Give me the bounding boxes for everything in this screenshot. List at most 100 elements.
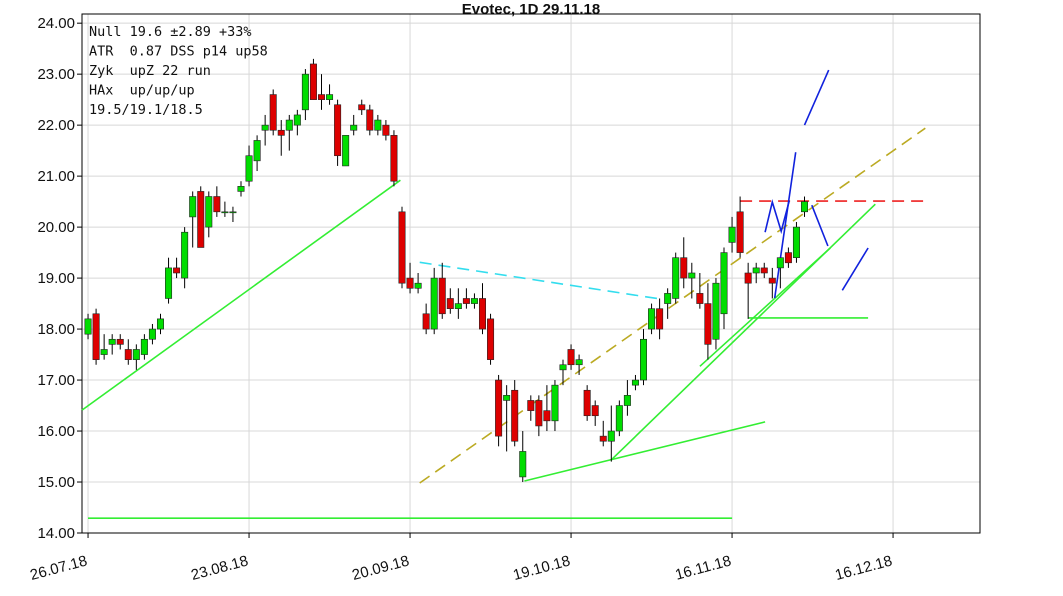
x-tick-label: 19.10.18 [511, 552, 572, 584]
candle-body [527, 400, 535, 411]
candle-body [792, 226, 800, 258]
y-tick-label: 24.00 [37, 15, 75, 32]
candle-body [285, 119, 293, 131]
y-tick-label: 22.00 [37, 117, 75, 134]
candle-body [535, 400, 543, 427]
y-tick-label: 14.00 [37, 525, 75, 542]
y-tick-label: 21.00 [37, 168, 75, 185]
candle-body [116, 338, 124, 345]
candle-body [599, 435, 607, 442]
candle-body [696, 293, 704, 304]
info-line: 19.5/19.1/18.5 [89, 102, 203, 118]
trend-line [699, 247, 831, 367]
candle-body [261, 124, 269, 131]
trend-line [764, 199, 790, 235]
candle-body [519, 451, 527, 478]
candle-body [301, 73, 309, 111]
candle-body [470, 298, 478, 304]
candle-body [688, 272, 696, 279]
candle-body [704, 303, 712, 345]
trend-line [803, 69, 830, 126]
candle-body [446, 298, 454, 309]
candle-body [430, 277, 438, 330]
candle-body [511, 389, 519, 442]
candle-body [181, 231, 189, 279]
candle-body [253, 140, 261, 162]
candle-body [495, 379, 503, 437]
candle-body [551, 384, 559, 422]
candle-body [350, 124, 358, 131]
candle-body [414, 282, 422, 289]
x-tick-label: 16.12.18 [833, 552, 894, 584]
trend-line [419, 261, 661, 300]
candle-body [269, 94, 277, 131]
candle-body [277, 129, 285, 136]
candle-body [366, 109, 374, 131]
info-line: Zyk upZ 22 run [89, 63, 211, 79]
candle-body [165, 267, 173, 299]
x-tick-label: 23.08.18 [189, 552, 250, 584]
x-tick-label: 20.09.18 [350, 552, 411, 584]
candle-body [213, 196, 221, 213]
candle-body [567, 349, 575, 366]
candle-body [148, 328, 156, 340]
trend-line [611, 203, 876, 460]
y-tick-label: 16.00 [37, 423, 75, 440]
candle-body [487, 318, 495, 360]
candle-body [760, 267, 768, 274]
x-tick-label: 26.07.18 [28, 552, 89, 584]
candle-body [334, 104, 342, 157]
trend-line [81, 179, 401, 411]
candle-body [768, 277, 776, 284]
info-line: Null 19.6 ±2.89 +33% [89, 24, 252, 40]
candle-body [173, 267, 181, 274]
candle-body [664, 293, 672, 304]
candle-body [503, 395, 511, 401]
candle-body [720, 252, 728, 315]
candle-body [575, 359, 583, 366]
candle-body [801, 201, 809, 213]
y-tick-label: 18.00 [37, 321, 75, 338]
candle-body [672, 257, 680, 299]
candle-body [398, 211, 406, 284]
candle-body [752, 267, 760, 274]
candle-body [132, 349, 140, 360]
candle-body [221, 211, 229, 214]
candle-body [422, 313, 430, 330]
y-tick-label: 23.00 [37, 66, 75, 83]
candle-body [623, 395, 631, 406]
y-tick-label: 20.00 [37, 219, 75, 236]
candle-body [648, 308, 656, 330]
candle-body [583, 389, 591, 417]
candle-body [744, 272, 752, 284]
candle-body [189, 196, 197, 218]
candle-body [680, 257, 688, 279]
candle-body [358, 104, 366, 111]
trend-line [841, 247, 869, 291]
candle-body [640, 338, 648, 381]
candle-body [326, 94, 334, 100]
trend-line [811, 204, 829, 247]
plot-frame [81, 13, 981, 534]
candle-body [229, 211, 237, 214]
candle-body [462, 298, 470, 304]
candle-body [454, 303, 462, 309]
candle-body [317, 94, 325, 100]
candle-body [478, 298, 486, 330]
candle-body [245, 155, 253, 182]
candle-body [728, 226, 736, 243]
candle-body [92, 313, 100, 360]
candle-body [124, 349, 132, 360]
candle-body [156, 318, 164, 330]
candle-body [108, 338, 116, 345]
candle-body [559, 364, 567, 371]
candle-body [784, 252, 792, 264]
candle-body [656, 308, 664, 330]
candle-body [615, 405, 623, 432]
candle-body [712, 282, 720, 340]
candle-body [607, 430, 615, 442]
candle-body [140, 338, 148, 355]
candle-body [591, 405, 599, 417]
